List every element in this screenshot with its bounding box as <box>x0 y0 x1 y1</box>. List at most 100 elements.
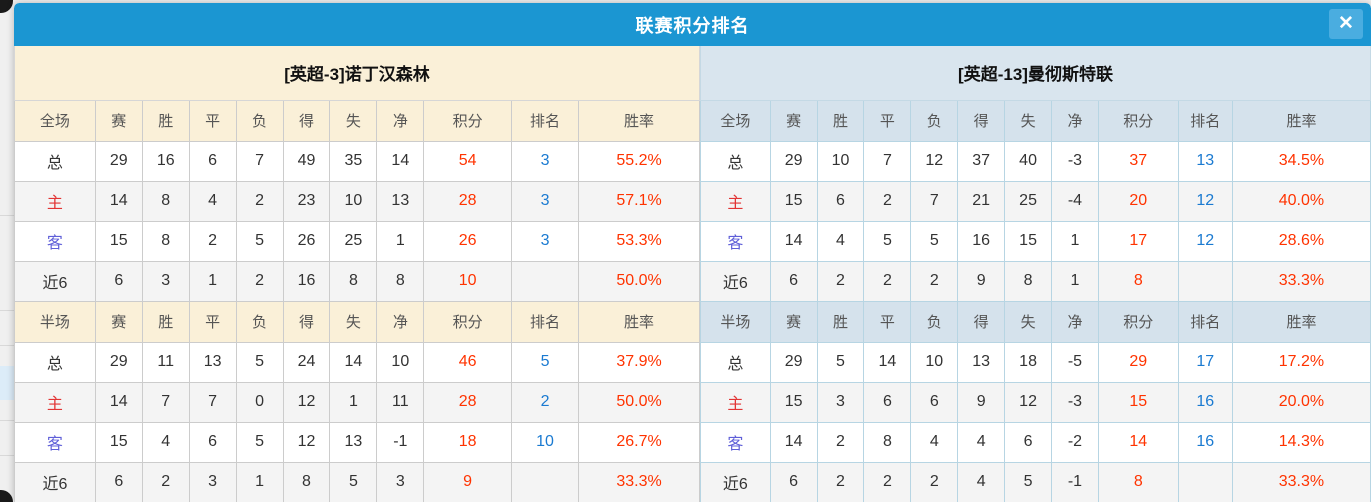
dialog-title: 联赛积分排名 <box>635 15 750 36</box>
column-header: 负 <box>235 300 284 343</box>
stat-cell: 1 <box>235 461 284 502</box>
column-header: 排名 <box>510 99 580 142</box>
stat-cell: 15 <box>769 381 818 423</box>
stat-cell: 17 <box>1177 341 1233 383</box>
stat-cell: 29 <box>769 341 818 383</box>
stat-cell: 2 <box>188 220 237 262</box>
stat-cell: 3 <box>816 381 865 423</box>
stat-cell: 7 <box>235 140 284 182</box>
table-row: 近6 6 3 1 2 16 8 8 10 50.0% <box>14 260 700 302</box>
stat-cell: 33.3% <box>578 461 700 502</box>
column-header: 净 <box>376 99 425 142</box>
stat-cell: 6 <box>188 421 237 463</box>
background-page-strip <box>0 0 14 502</box>
stat-cell: 5 <box>329 461 378 502</box>
stat-cell: 6 <box>816 180 865 222</box>
column-header: 失 <box>1004 99 1053 142</box>
stat-cell: 25 <box>1004 180 1053 222</box>
stat-cell: 7 <box>910 180 959 222</box>
table-row: 近6 6 2 3 1 8 5 3 9 33.3% <box>14 461 700 502</box>
stat-cell: 11 <box>376 381 425 423</box>
team-title: [英超-13]曼彻斯特联 <box>700 46 1371 101</box>
stat-cell: 20.0% <box>1231 381 1371 423</box>
stat-cell: 37.9% <box>578 341 700 383</box>
stat-cell: 20 <box>1097 180 1179 222</box>
background-divider <box>0 310 14 311</box>
stat-cell: 6 <box>769 260 818 302</box>
away-team-panel: [英超-13]曼彻斯特联 全场赛胜平负得失净积分 排名 胜率总 29 10 7 12 37 40-… <box>700 46 1371 502</box>
stat-cell: 18 <box>1004 341 1053 383</box>
stat-cell: 5 <box>510 341 580 383</box>
stat-cell: 12 <box>1177 180 1233 222</box>
stat-cell <box>510 461 580 502</box>
stat-cell: 8 <box>282 461 331 502</box>
column-header: 得 <box>957 300 1006 343</box>
column-header: 排名 <box>510 300 580 343</box>
table-row: 客 15 8 2 5 26 25 1 26 3 53.3% <box>14 220 700 262</box>
stat-cell: 15 <box>1004 220 1053 262</box>
stat-cell: 3 <box>188 461 237 502</box>
column-header: 赛 <box>769 99 818 142</box>
stat-cell: 6 <box>863 381 912 423</box>
column-header: 半场 <box>14 300 96 343</box>
fulltime-header-row: 全场赛胜平负得失净积分 排名 胜率 <box>700 99 1371 142</box>
row-label: 总 <box>14 140 96 182</box>
stat-cell: 1 <box>329 381 378 423</box>
dialog-titlebar: 联赛积分排名 ✕ <box>14 3 1371 46</box>
stat-cell: 4 <box>188 180 237 222</box>
background-highlight-row <box>0 366 14 400</box>
stat-cell: 15 <box>769 180 818 222</box>
row-label: 主 <box>700 381 771 423</box>
stat-cell: 4 <box>957 421 1006 463</box>
stat-cell: 13 <box>1177 140 1233 182</box>
home-team-panel: [英超-3]诺丁汉森林 全场赛胜平负得失净积分 排名 胜率总 29 16 6 7 49 35 14 5… <box>14 46 700 502</box>
stat-cell: 28 <box>423 381 512 423</box>
stat-cell: 5 <box>235 341 284 383</box>
column-header: 负 <box>910 300 959 343</box>
column-header: 失 <box>329 99 378 142</box>
stat-cell: 16 <box>282 260 331 302</box>
stat-cell: 16 <box>1177 381 1233 423</box>
column-header: 得 <box>282 99 331 142</box>
row-label: 客 <box>14 421 96 463</box>
stat-cell: 10 <box>376 341 425 383</box>
stat-cell: 12 <box>910 140 959 182</box>
stat-cell: 50.0% <box>578 381 700 423</box>
column-header: 积分 <box>1097 300 1179 343</box>
column-header: 胜 <box>816 300 865 343</box>
stat-cell: 7 <box>863 140 912 182</box>
column-header: 全场 <box>14 99 96 142</box>
stat-cell <box>1177 260 1233 302</box>
stat-cell: 9 <box>423 461 512 502</box>
close-icon[interactable]: ✕ <box>1329 9 1363 39</box>
stat-cell: -4 <box>1051 180 1099 222</box>
background-divider <box>0 420 14 421</box>
row-label: 近6 <box>700 260 771 302</box>
stat-cell: 13 <box>188 341 237 383</box>
stat-cell: 53.3% <box>578 220 700 262</box>
stat-cell: 14 <box>94 381 143 423</box>
stat-cell: 6 <box>94 461 143 502</box>
stat-cell: 6 <box>769 461 818 502</box>
column-header: 胜率 <box>578 300 700 343</box>
stat-cell: 0 <box>235 381 284 423</box>
column-header: 积分 <box>423 99 512 142</box>
row-label: 近6 <box>14 461 96 502</box>
stat-cell: 26.7% <box>578 421 700 463</box>
stat-cell <box>1177 461 1233 502</box>
stat-cell <box>510 260 580 302</box>
stat-cell: 13 <box>376 180 425 222</box>
column-header: 负 <box>235 99 284 142</box>
stat-cell: 2 <box>910 260 959 302</box>
column-header: 负 <box>910 99 959 142</box>
stat-cell: 5 <box>863 220 912 262</box>
column-header: 赛 <box>94 99 143 142</box>
stat-cell: 50.0% <box>578 260 700 302</box>
column-header: 得 <box>957 99 1006 142</box>
column-header: 平 <box>188 99 237 142</box>
stat-cell: 7 <box>188 381 237 423</box>
stat-cell: 21 <box>957 180 1006 222</box>
stat-cell: 7 <box>141 381 190 423</box>
stat-cell: 17.2% <box>1231 341 1371 383</box>
halftime-header-row: 半场赛胜平负得失净积分 排名 胜率 <box>14 300 700 343</box>
